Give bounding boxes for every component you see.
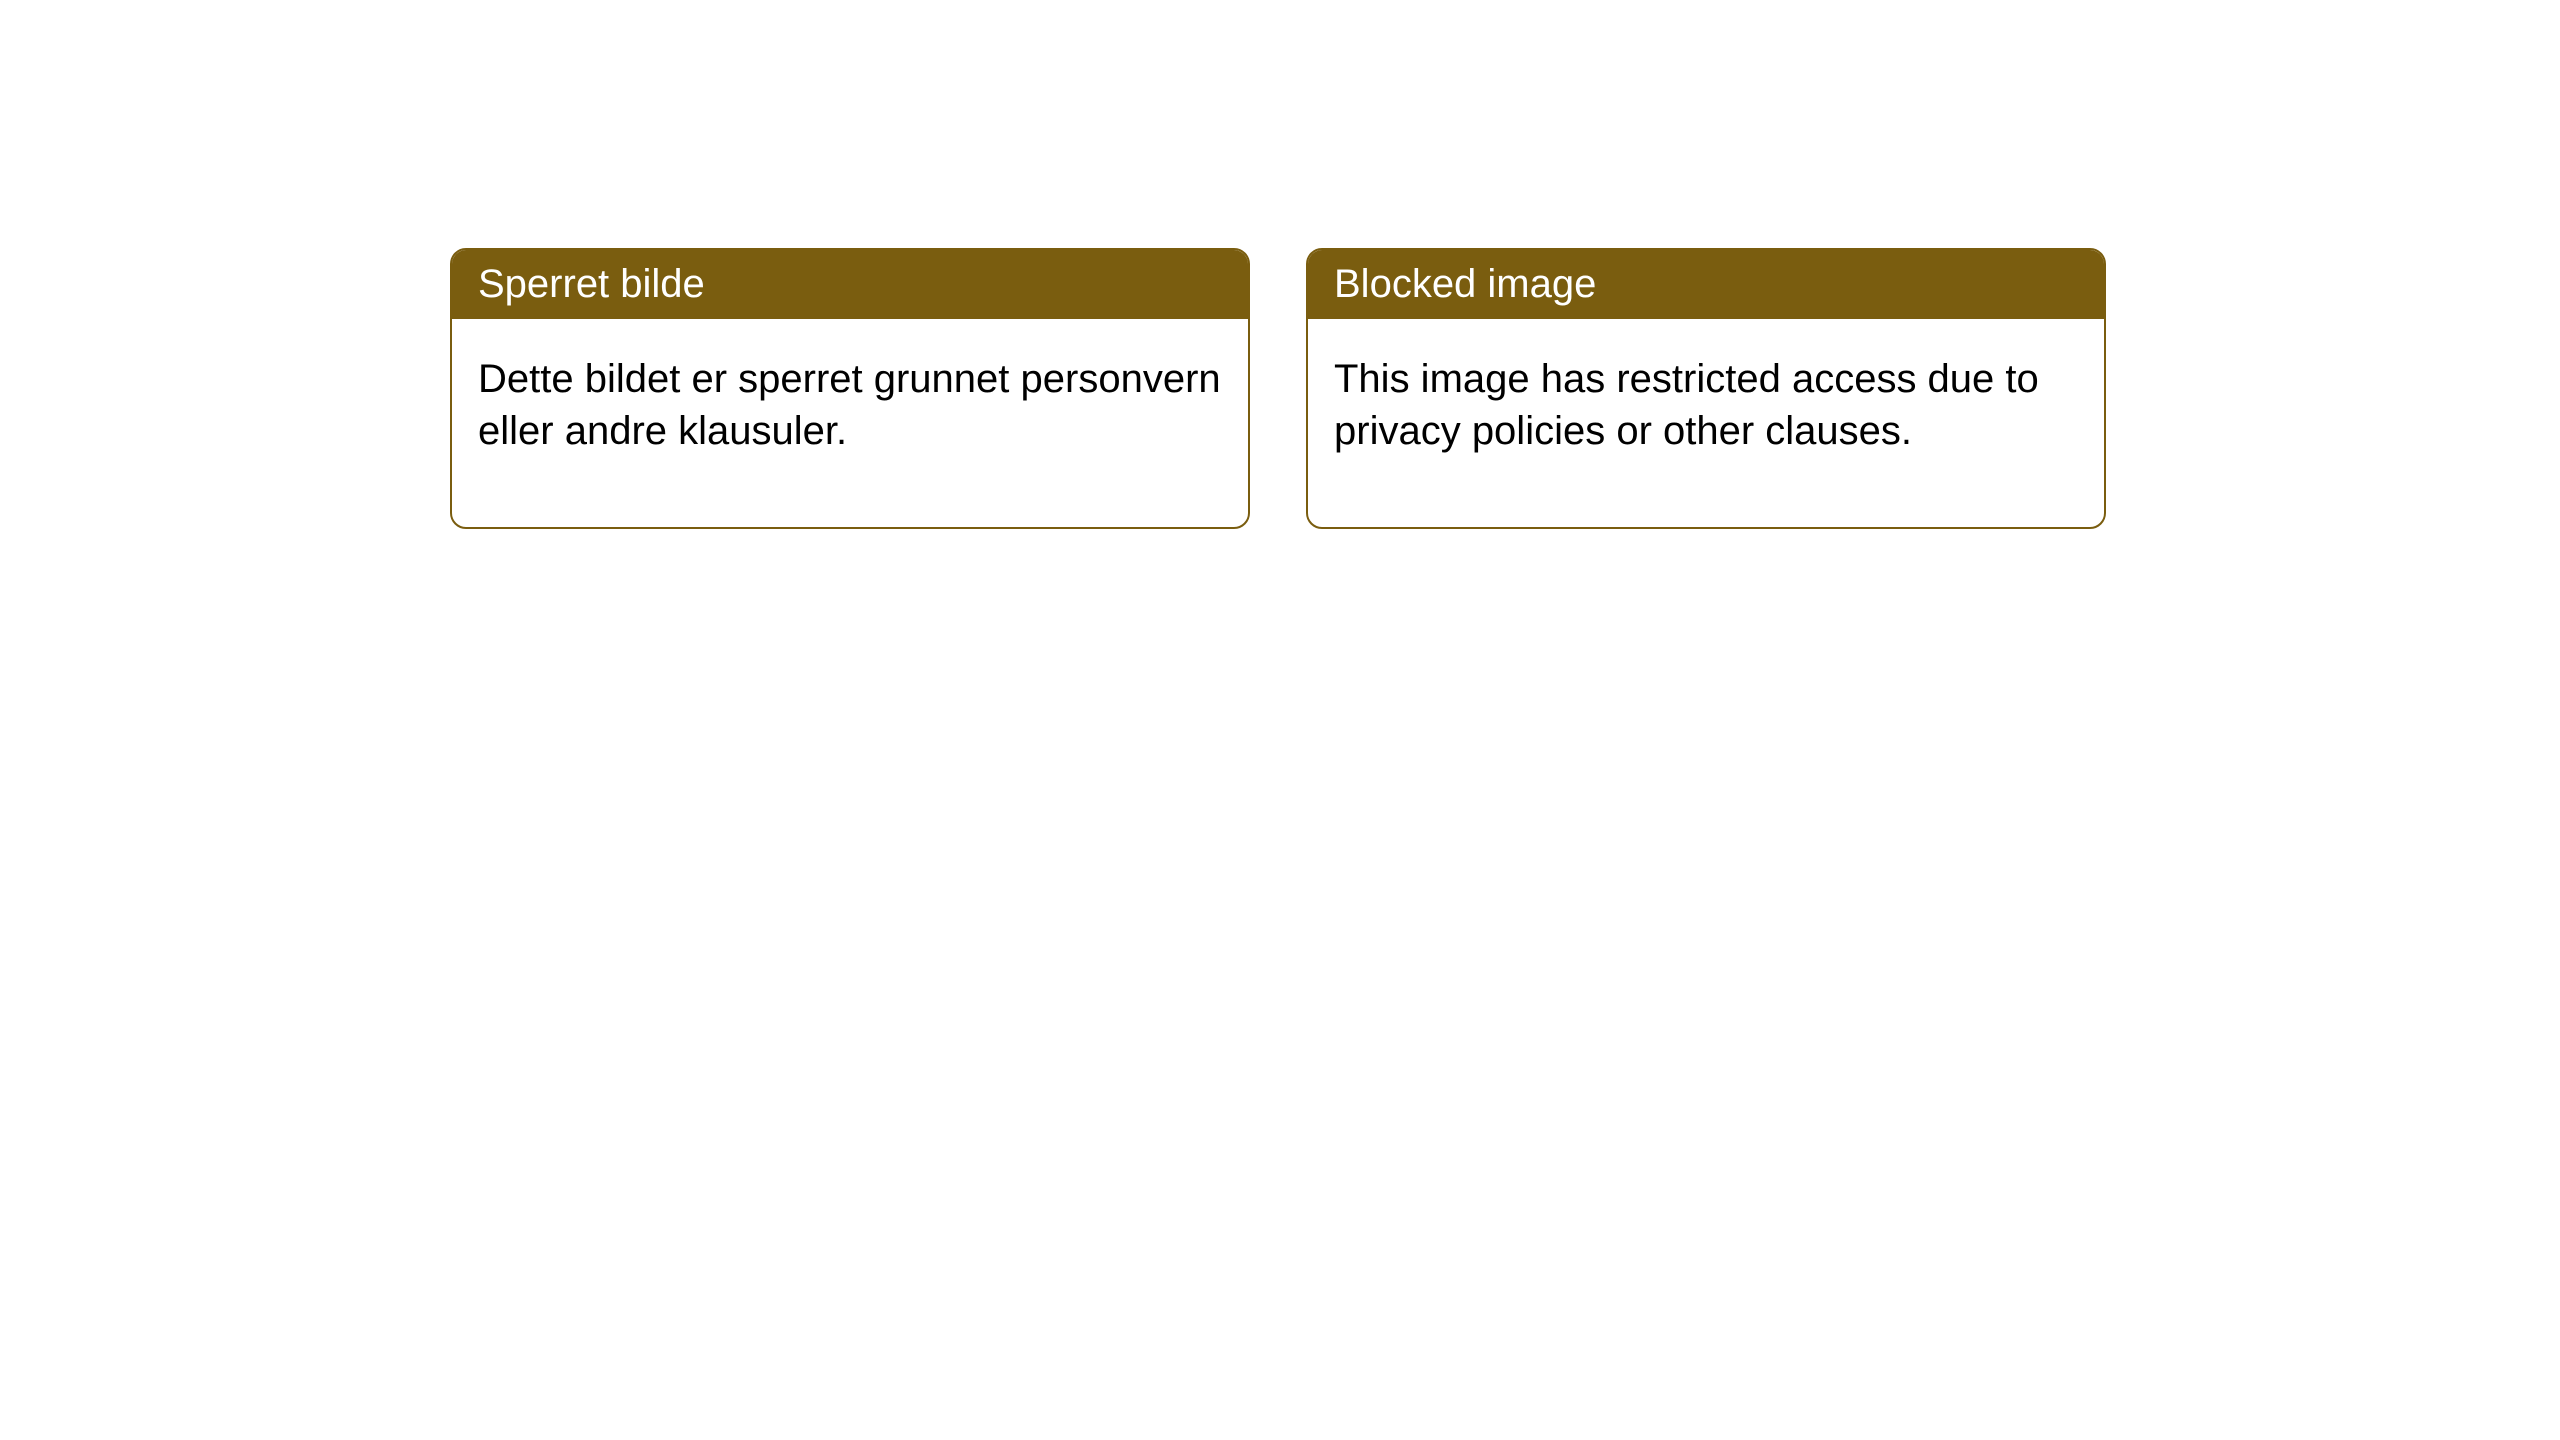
card-english: Blocked image This image has restricted … <box>1306 248 2106 529</box>
card-header: Blocked image <box>1308 250 2104 319</box>
card-body: Dette bildet er sperret grunnet personve… <box>452 319 1248 527</box>
card-body-text: This image has restricted access due to … <box>1334 357 2039 453</box>
card-norwegian: Sperret bilde Dette bildet er sperret gr… <box>450 248 1250 529</box>
card-body: This image has restricted access due to … <box>1308 319 2104 527</box>
cards-container: Sperret bilde Dette bildet er sperret gr… <box>0 0 2560 529</box>
card-title: Blocked image <box>1334 262 1596 306</box>
card-body-text: Dette bildet er sperret grunnet personve… <box>478 357 1221 453</box>
card-title: Sperret bilde <box>478 262 705 306</box>
card-header: Sperret bilde <box>452 250 1248 319</box>
